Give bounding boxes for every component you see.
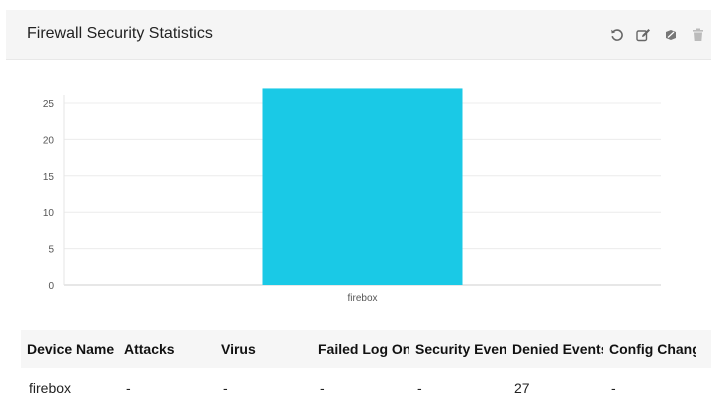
cell-attacks: - <box>126 380 131 396</box>
widget-toolbar <box>603 26 711 44</box>
column-header-failed-log-ons[interactable]: Failed Log Ons <box>318 341 409 357</box>
y-tick-label: 0 <box>48 281 54 292</box>
y-tick-label: 10 <box>43 208 55 219</box>
column-header-security-events[interactable]: Security Events <box>415 341 506 357</box>
cell-security-events: - <box>417 380 422 396</box>
column-header-virus[interactable]: Virus <box>221 341 256 357</box>
cell-failed-log-ons: - <box>320 380 325 396</box>
column-header-denied-events[interactable]: Denied Events <box>512 341 603 357</box>
cell-virus: - <box>223 380 228 396</box>
detach-icon[interactable] <box>657 26 684 44</box>
refresh-icon[interactable] <box>603 26 630 44</box>
bar-chart: 0 5 10 15 20 25 firebox <box>43 88 661 304</box>
stats-table: Device Name Attacks Virus Failed Log On s… <box>21 330 711 406</box>
cell-config-changes: - <box>611 380 616 396</box>
column-header-device-name[interactable]: Device Name <box>27 341 115 357</box>
cell-denied-events: 27 <box>514 380 530 396</box>
widget-header: Firewall Security Statistics <box>6 10 711 60</box>
table-row: firebox - - - - 27 - <box>21 368 711 406</box>
y-tick-label: 15 <box>43 172 55 183</box>
y-tick-label: 25 <box>43 99 55 110</box>
column-header-attacks[interactable]: Attacks <box>124 341 175 357</box>
x-tick-label: firebox <box>347 293 377 304</box>
bar <box>262 88 463 285</box>
cell-device-name: firebox <box>29 380 72 396</box>
y-tick-label: 5 <box>48 245 54 256</box>
widget-title: Firewall Security Statistics <box>27 25 213 42</box>
y-tick-label: 20 <box>43 135 55 146</box>
edit-icon[interactable] <box>630 26 657 44</box>
table-header-row: Device Name Attacks Virus Failed Log On s… <box>21 330 711 368</box>
trash-icon[interactable] <box>684 26 711 44</box>
column-header-config-changes[interactable]: Config Changes <box>609 341 696 357</box>
